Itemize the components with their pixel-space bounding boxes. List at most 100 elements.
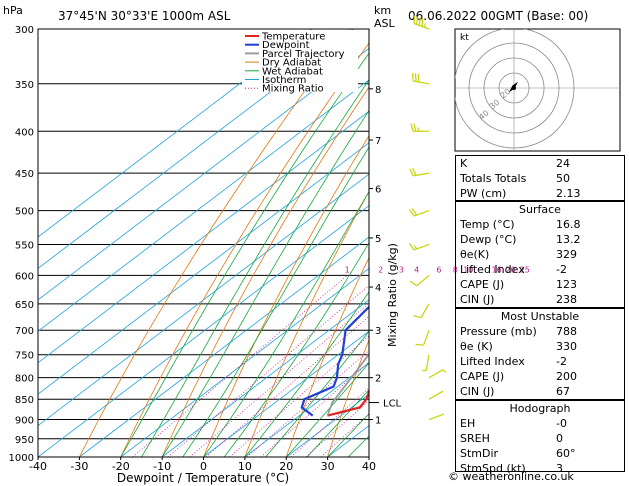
table-row: θe(K) 329: [456, 247, 624, 262]
row-value: 13.2: [556, 233, 581, 246]
row-label: CAPE (J): [460, 370, 505, 383]
mixing-ratio-label: 6: [436, 265, 441, 274]
pressure-tick-label: 550: [15, 241, 34, 252]
legend-entry: Isotherm: [262, 75, 306, 86]
pressure-tick-label: 650: [15, 300, 34, 311]
pressure-tick-label: 300: [15, 25, 34, 36]
wind-barb-flag: [421, 18, 424, 27]
pressure-tick-label: 500: [15, 207, 34, 218]
dry-adiabat-line: [203, 135, 369, 457]
table-row: Dewp (°C) 13.2: [456, 232, 624, 247]
temperature-tick-label: -40: [29, 460, 47, 473]
pressure-tick-label: 600: [15, 271, 34, 282]
wind-barb-flag: [411, 208, 418, 216]
wind-barb-flag: [414, 73, 417, 82]
wind-barb-flag: [410, 123, 414, 132]
wind-barb-flag: [417, 74, 420, 83]
table-row: Temp (°C) 16.8: [456, 217, 624, 232]
row-value: 50: [556, 172, 570, 185]
wet-adiabat-line: [306, 389, 369, 457]
wind-barb-flag: [409, 168, 414, 177]
x-axis-title: Dewpoint / Temperature (°C): [117, 471, 289, 485]
km-tick-label: 4: [375, 283, 381, 294]
table-row: Pressure (mb) 788: [456, 324, 624, 339]
wet-adiabat-line: [141, 79, 369, 457]
row-value: -2: [556, 355, 567, 368]
pressure-tick-label: 700: [15, 326, 34, 337]
km-tick-label: 8: [375, 85, 381, 96]
row-value: -0: [556, 417, 567, 430]
pressure-tick-label: 450: [15, 169, 34, 180]
mixing-ratio-label: 4: [414, 265, 419, 274]
isotherm-line: [38, 205, 369, 457]
table-row: SREH 0: [456, 431, 624, 446]
temperature-tick-label: 0: [200, 460, 207, 473]
mixing-ratio-label: 3: [399, 265, 404, 274]
isotherm-line: [120, 267, 369, 457]
row-value: 3: [556, 462, 563, 475]
legend-entry: Temperature: [261, 32, 325, 43]
dry-adiabat-line: [161, 86, 369, 457]
wind-barb-flag: [411, 73, 414, 82]
wet-adiabat-line: [203, 190, 369, 457]
pressure-tick-label: 350: [15, 80, 34, 91]
row-value: 238: [556, 293, 577, 306]
isotherm-line: [38, 110, 369, 364]
wet-adiabat-line: [120, 52, 369, 457]
wind-barb-flag: [417, 127, 420, 132]
indices-table: K 24 Totals Totals 50 PW (cm) 2.13: [455, 155, 625, 201]
table-row: Totals Totals 50: [456, 171, 624, 186]
km-tick-label: 1: [375, 416, 381, 427]
row-label: EH: [460, 417, 476, 430]
temperature-tick-label: -30: [70, 460, 88, 473]
isotherm-line: [203, 330, 369, 457]
temperature-tick-label: -10: [153, 460, 171, 473]
pressure-tick-label: 400: [15, 127, 34, 138]
isotherm-line: [79, 236, 369, 457]
most-unstable-table: Most Unstable Pressure (mb) 788 θe (K) 330 L…: [455, 308, 625, 400]
mixing-ratio-label: 2: [378, 265, 383, 274]
row-label: CIN (J): [460, 293, 495, 306]
dry-adiabat-line: [244, 190, 369, 457]
row-value: 2.13: [556, 187, 581, 200]
row-value: 329: [556, 248, 577, 261]
pressure-tick-label: 850: [15, 395, 34, 406]
temperature-tick-label: 30: [321, 460, 335, 473]
row-label: PW (cm): [460, 187, 507, 200]
hodograph-frame: [454, 28, 621, 152]
row-label: CAPE (J): [460, 278, 505, 291]
row-label: StmDir: [460, 447, 499, 460]
table-row: EH -0: [456, 416, 624, 431]
most-unstable-title: Most Unstable: [500, 310, 580, 323]
hodograph-table: Hodograph EH -0 SREH 0 StmDir 60° StmSpd (kt) 3: [455, 400, 625, 475]
mixing-ratio-label: 10: [463, 265, 473, 274]
row-label: SREH: [460, 432, 490, 445]
row-value: 16.8: [556, 218, 581, 231]
pressure-tick-label: 950: [15, 435, 34, 446]
wind-barb-flag: [418, 17, 421, 26]
table-row: CIN (J) 67: [456, 384, 624, 399]
wet-adiabat-line: [285, 362, 369, 457]
row-label: Totals Totals: [460, 172, 527, 185]
row-label: θe (K): [460, 340, 493, 353]
copyright-text: © weatheronline.co.uk: [448, 470, 574, 483]
hodograph-storm-motion: [512, 86, 516, 90]
wind-barb-flag: [409, 280, 418, 287]
wind-barb-flag: [416, 16, 418, 25]
row-label: Lifted Index: [460, 355, 525, 368]
temperature-tick-label: 40: [362, 460, 376, 473]
table-row: CIN (J) 238: [456, 292, 624, 307]
mixing-ratio-line: [305, 400, 369, 457]
legend-entry: Parcel Trajectory: [262, 49, 345, 60]
isotherm-line: [244, 362, 369, 457]
location-title: 37°45'N 30°33'E 1000m ASL: [58, 9, 231, 23]
isotherm-line: [38, 29, 313, 238]
table-row: Lifted Index -2: [456, 262, 624, 277]
wind-barb-flag: [415, 343, 424, 346]
legend-entry: Dewpoint: [262, 40, 310, 51]
wind-barb: [422, 329, 430, 346]
axis-labels: 3003504004505005506006507007508008509009…: [9, 25, 402, 473]
wet-adiabat-line: [161, 109, 369, 457]
